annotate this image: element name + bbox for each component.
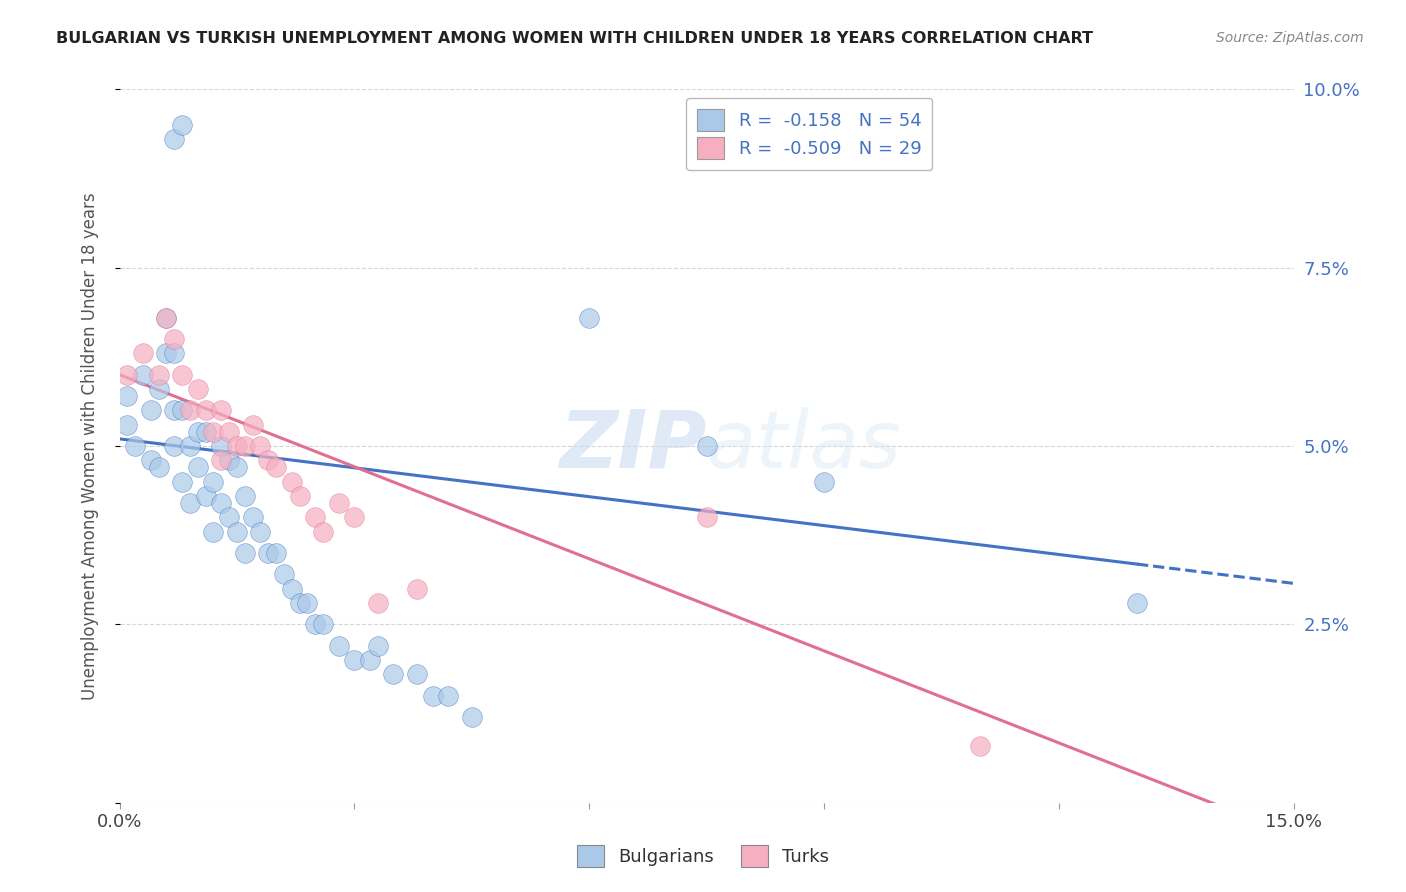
Point [172, 118, 194, 132]
Point [155, 310, 177, 325]
Point [367, 639, 389, 653]
Point [813, 475, 835, 489]
Point [264, 546, 287, 560]
Point [139, 403, 162, 417]
Point [218, 453, 240, 467]
Text: ZIP: ZIP [560, 407, 707, 485]
Point [359, 653, 381, 667]
Text: BULGARIAN VS TURKISH UNEMPLOYMENT AMONG WOMEN WITH CHILDREN UNDER 18 YEARS CORRE: BULGARIAN VS TURKISH UNEMPLOYMENT AMONG … [56, 31, 1094, 46]
Point [132, 368, 155, 382]
Point [194, 425, 217, 439]
Point [696, 510, 718, 524]
Point [264, 460, 287, 475]
Point [163, 439, 186, 453]
Point [117, 389, 139, 403]
Point [422, 689, 444, 703]
Point [288, 489, 311, 503]
Point [696, 439, 718, 453]
Point [233, 439, 256, 453]
Point [117, 417, 139, 432]
Point [225, 439, 249, 453]
Point [163, 403, 186, 417]
Point [297, 596, 319, 610]
Point [312, 617, 335, 632]
Point [1126, 596, 1149, 610]
Point [148, 460, 170, 475]
Point [304, 510, 326, 524]
Point [155, 346, 177, 360]
Point [148, 382, 170, 396]
Point [172, 403, 194, 417]
Point [288, 596, 311, 610]
Point [406, 667, 429, 681]
Point [225, 460, 249, 475]
Point [382, 667, 405, 681]
Point [124, 439, 146, 453]
Point [367, 596, 389, 610]
Point [218, 425, 240, 439]
Point [328, 496, 350, 510]
Point [249, 439, 271, 453]
Point [179, 439, 201, 453]
Point [343, 653, 366, 667]
Point [117, 368, 139, 382]
Point [209, 496, 232, 510]
Point [257, 453, 280, 467]
Point [179, 403, 201, 417]
Point [179, 496, 201, 510]
Point [209, 403, 232, 417]
Text: atlas: atlas [707, 407, 901, 485]
Point [194, 489, 217, 503]
Point [304, 617, 326, 632]
Point [225, 524, 249, 539]
Point [242, 417, 264, 432]
Point [233, 546, 256, 560]
Point [249, 524, 271, 539]
Point [273, 567, 295, 582]
Point [187, 460, 209, 475]
Point [172, 475, 194, 489]
Point [969, 739, 991, 753]
Point [218, 510, 240, 524]
Point [578, 310, 600, 325]
Point [242, 510, 264, 524]
Text: Source: ZipAtlas.com: Source: ZipAtlas.com [1216, 31, 1364, 45]
Point [209, 439, 232, 453]
Point [280, 582, 302, 596]
Point [437, 689, 460, 703]
Point [202, 475, 225, 489]
Point [155, 310, 177, 325]
Point [328, 639, 350, 653]
Point [460, 710, 484, 724]
Point [202, 524, 225, 539]
Point [202, 425, 225, 439]
Point [139, 453, 162, 467]
Point [209, 453, 232, 467]
Point [194, 403, 217, 417]
Point [132, 346, 155, 360]
Point [163, 346, 186, 360]
Legend: R =  -0.158   N = 54, R =  -0.509   N = 29: R = -0.158 N = 54, R = -0.509 N = 29 [686, 98, 932, 170]
Point [163, 332, 186, 346]
Point [187, 425, 209, 439]
Point [406, 582, 429, 596]
Point [148, 368, 170, 382]
Point [163, 132, 186, 146]
Point [257, 546, 280, 560]
Point [233, 489, 256, 503]
Y-axis label: Unemployment Among Women with Children Under 18 years: Unemployment Among Women with Children U… [80, 192, 98, 700]
Legend: Bulgarians, Turks: Bulgarians, Turks [569, 838, 837, 874]
Point [172, 368, 194, 382]
Point [312, 524, 335, 539]
Point [280, 475, 302, 489]
Point [343, 510, 366, 524]
Point [187, 382, 209, 396]
